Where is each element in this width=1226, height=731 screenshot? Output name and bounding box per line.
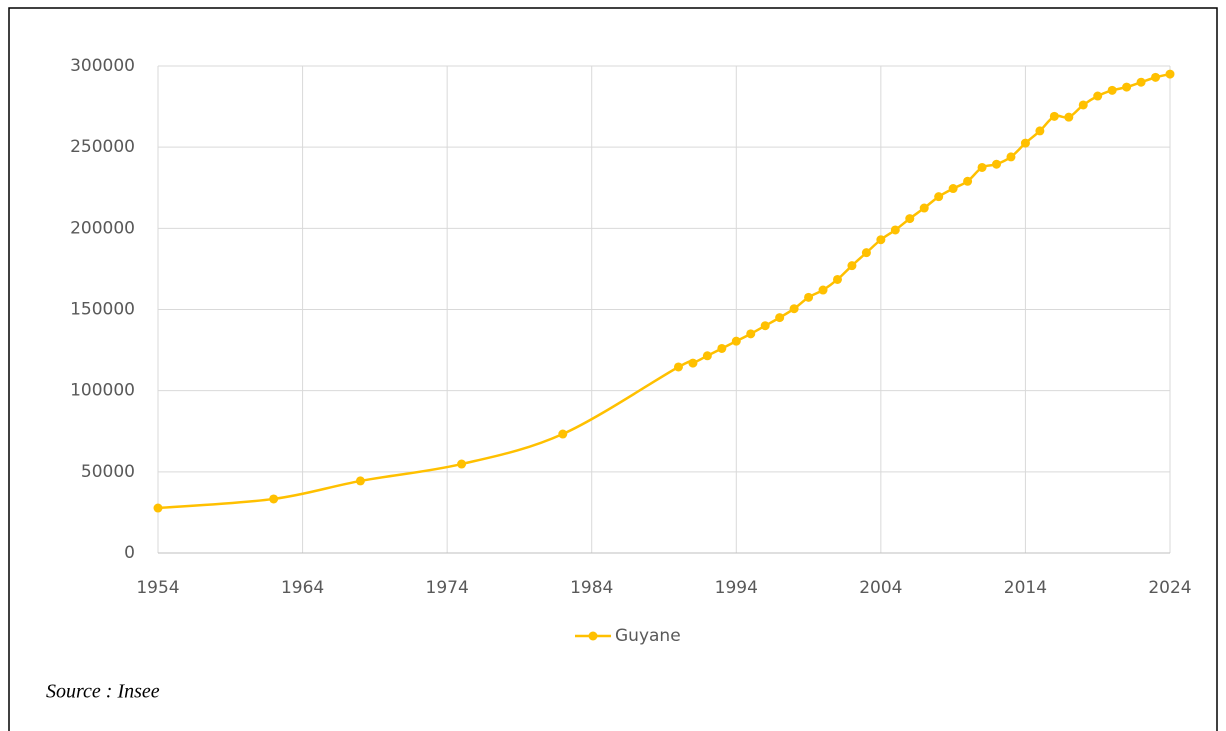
x-tick-label: 1994 (715, 578, 758, 598)
data-point (1107, 85, 1117, 95)
data-point (1006, 152, 1016, 162)
data-point (1151, 72, 1161, 82)
data-point (977, 162, 987, 172)
data-point (731, 336, 741, 346)
y-tick-label: 50000 (81, 462, 135, 482)
x-tick-label: 1984 (570, 578, 613, 598)
y-tick-label: 0 (124, 543, 135, 563)
data-point (905, 214, 915, 224)
data-point (948, 184, 958, 194)
y-tick-label: 250000 (70, 137, 135, 157)
data-point (746, 329, 756, 339)
x-tick-label: 1974 (426, 578, 469, 598)
data-point (760, 321, 770, 331)
data-point (789, 304, 799, 314)
x-tick-label: 2004 (859, 578, 902, 598)
data-point (688, 358, 698, 368)
data-point (702, 351, 712, 361)
y-tick-label: 150000 (70, 300, 135, 320)
y-tick-label: 100000 (70, 381, 135, 401)
data-point (269, 494, 279, 504)
frame (8, 7, 1218, 731)
data-point (1035, 126, 1045, 136)
data-point (1093, 91, 1103, 101)
data-point (153, 503, 163, 513)
data-point (717, 343, 727, 353)
x-tick-label: 2024 (1148, 578, 1191, 598)
data-point (1078, 100, 1088, 110)
data-point (992, 159, 1002, 169)
data-point (1064, 112, 1074, 122)
data-point (1136, 77, 1146, 87)
data-point (775, 313, 785, 323)
data-point (919, 203, 929, 213)
data-point (963, 176, 973, 186)
y-tick-label: 300000 (70, 56, 135, 76)
data-point (890, 225, 900, 235)
data-point (457, 459, 467, 469)
data-point (934, 192, 944, 202)
data-point (861, 248, 871, 258)
data-point (1020, 138, 1030, 148)
data-point (558, 429, 568, 439)
x-tick-label: 1964 (281, 578, 324, 598)
x-tick-label: 2014 (1004, 578, 1047, 598)
data-point (673, 362, 683, 372)
y-tick-label: 200000 (70, 218, 135, 238)
data-point (832, 274, 842, 284)
source-note: Source : Insee (46, 681, 160, 703)
data-point (1049, 111, 1059, 121)
data-point (1122, 82, 1132, 92)
data-point (804, 292, 814, 302)
data-point (1165, 69, 1175, 79)
legend-label: Guyane (615, 626, 681, 646)
series-line (157, 72, 1171, 510)
x-tick-label: 1954 (136, 578, 179, 598)
data-point (847, 261, 857, 271)
data-point (876, 235, 886, 245)
data-point (355, 476, 365, 486)
legend-marker (588, 631, 598, 641)
data-point (818, 285, 828, 295)
